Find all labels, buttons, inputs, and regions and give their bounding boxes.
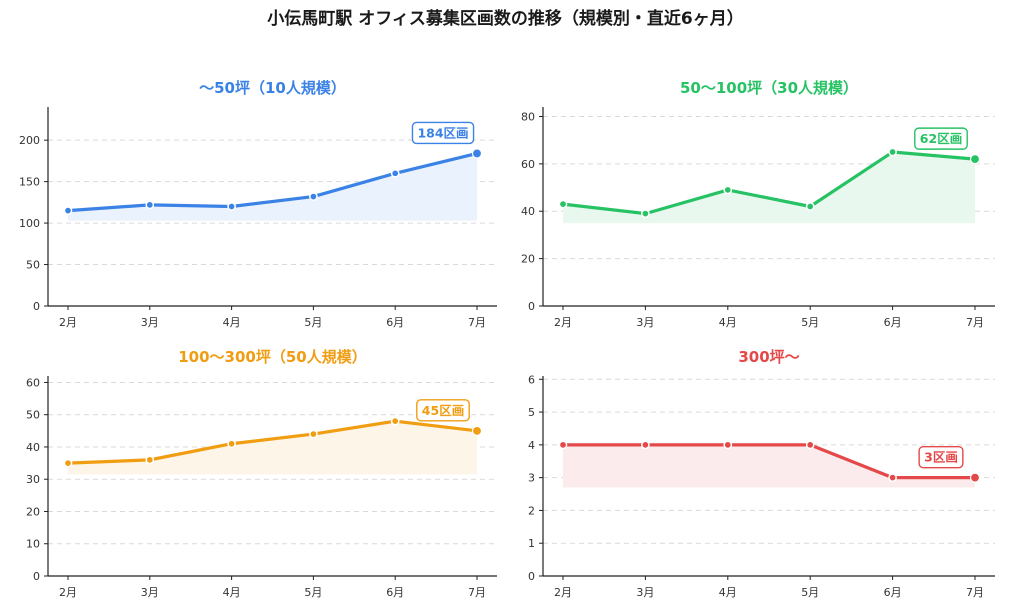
y-tick-label: 150 <box>19 176 40 189</box>
data-point <box>309 192 318 201</box>
data-point <box>145 200 155 210</box>
annotation-box <box>914 127 968 150</box>
y-tick-label: 6 <box>528 373 535 386</box>
data-point <box>309 429 318 439</box>
data-point <box>471 425 483 436</box>
data-point <box>471 148 483 159</box>
y-tick-label: 0 <box>528 300 535 313</box>
x-tick-label: 4月 <box>719 586 737 599</box>
y-tick-label: 50 <box>26 259 40 272</box>
data-point <box>63 206 73 215</box>
x-tick-label: 4月 <box>223 586 241 599</box>
chart-panel-0: 0 50 100 150 200 2月 3月 4月 5月 6月 7月 〜50坪（10人規模） 184区画 <box>19 79 497 329</box>
y-tick-label: 1 <box>528 537 535 550</box>
data-point <box>227 202 236 211</box>
panel-title: 〜50坪（10人規模） <box>199 79 346 97</box>
chart-panel-1: 0 20 40 60 80 2月 3月 4月 5月 6月 7月 50〜100坪（30人規模） 62区画 <box>521 79 995 329</box>
x-tick-label: 6月 <box>884 316 902 329</box>
x-tick-label: 4月 <box>223 316 241 329</box>
value-annotation: 45区画 <box>422 403 464 418</box>
data-point <box>969 154 981 165</box>
y-tick-label: 30 <box>26 473 40 486</box>
x-tick-label: 6月 <box>386 586 404 599</box>
data-point <box>390 416 400 426</box>
x-tick-label: 2月 <box>59 586 77 599</box>
x-tick-label: 4月 <box>719 316 737 329</box>
y-tick-label: 3 <box>528 472 535 485</box>
panel-title: 300坪〜 <box>738 348 799 366</box>
y-tick-label: 80 <box>521 110 535 123</box>
x-tick-label: 3月 <box>636 586 654 599</box>
data-point <box>888 473 897 482</box>
data-point <box>723 440 733 450</box>
data-point <box>805 440 815 450</box>
series-area <box>563 152 975 224</box>
y-tick-label: 10 <box>26 538 40 551</box>
value-annotation: 184区画 <box>417 125 468 140</box>
x-tick-label: 3月 <box>141 586 159 599</box>
x-tick-label: 5月 <box>801 316 819 329</box>
series-line <box>561 150 977 216</box>
chart-panel-2: 0 10 20 30 40 50 60 2月 3月 4月 5月 6月 7月 100〜300坪（50人規模）… <box>26 348 497 599</box>
x-tick-label: 7月 <box>468 316 486 329</box>
x-tick-label: 7月 <box>468 586 486 599</box>
x-tick-label: 6月 <box>386 316 404 329</box>
data-point <box>227 439 236 449</box>
y-tick-label: 0 <box>33 570 40 583</box>
series-area <box>563 444 975 488</box>
data-point <box>969 472 981 483</box>
panel-title: 50〜100坪（30人規模） <box>680 79 858 97</box>
value-annotation: 62区画 <box>920 131 962 146</box>
y-tick-label: 50 <box>26 409 40 422</box>
data-point <box>390 168 400 178</box>
data-point <box>63 458 73 468</box>
y-tick-label: 2 <box>528 504 535 517</box>
y-tick-label: 4 <box>528 439 535 452</box>
data-point <box>558 440 568 450</box>
annotation-box <box>411 121 475 145</box>
main-title: 小伝馬町駅 オフィス募集区画数の推移（規模別・直近6ヶ月） <box>267 9 744 29</box>
data-point <box>558 199 568 209</box>
x-tick-label: 2月 <box>554 316 572 329</box>
y-tick-label: 40 <box>521 205 535 218</box>
x-tick-label: 3月 <box>636 316 654 329</box>
annotation-box <box>416 399 470 422</box>
data-point <box>641 440 650 450</box>
annotation-box <box>918 445 964 469</box>
series-area <box>68 421 477 475</box>
data-point <box>145 455 155 465</box>
chart-panel-3: 0 1 2 3 4 5 6 2月 3月 4月 5月 6月 7月 300坪〜 3区画 <box>528 348 995 599</box>
y-tick-label: 100 <box>19 217 40 230</box>
y-tick-label: 20 <box>26 505 40 518</box>
series-area <box>68 153 477 221</box>
x-tick-label: 2月 <box>554 586 572 599</box>
series-line <box>66 419 479 465</box>
data-point <box>723 185 733 195</box>
y-tick-label: 60 <box>26 376 40 389</box>
data-point <box>888 147 897 157</box>
x-tick-label: 5月 <box>304 586 322 599</box>
data-point <box>805 202 815 211</box>
y-tick-label: 200 <box>19 134 40 147</box>
y-tick-label: 20 <box>521 253 535 266</box>
x-tick-label: 7月 <box>966 586 984 599</box>
x-tick-label: 5月 <box>304 316 322 329</box>
series-line <box>561 443 977 480</box>
y-tick-label: 40 <box>26 441 40 454</box>
series-line <box>66 151 479 213</box>
y-tick-label: 60 <box>521 158 535 171</box>
x-tick-label: 5月 <box>801 586 819 599</box>
x-tick-label: 2月 <box>59 316 77 329</box>
y-tick-label: 5 <box>528 406 535 419</box>
x-tick-label: 3月 <box>141 316 159 329</box>
data-point <box>641 209 650 218</box>
value-annotation: 3区画 <box>924 450 958 465</box>
panel-title: 100〜300坪（50人規模） <box>178 348 367 366</box>
x-tick-label: 7月 <box>966 316 984 329</box>
x-tick-label: 6月 <box>884 586 902 599</box>
y-tick-label: 0 <box>33 300 40 313</box>
y-tick-label: 0 <box>528 570 535 583</box>
